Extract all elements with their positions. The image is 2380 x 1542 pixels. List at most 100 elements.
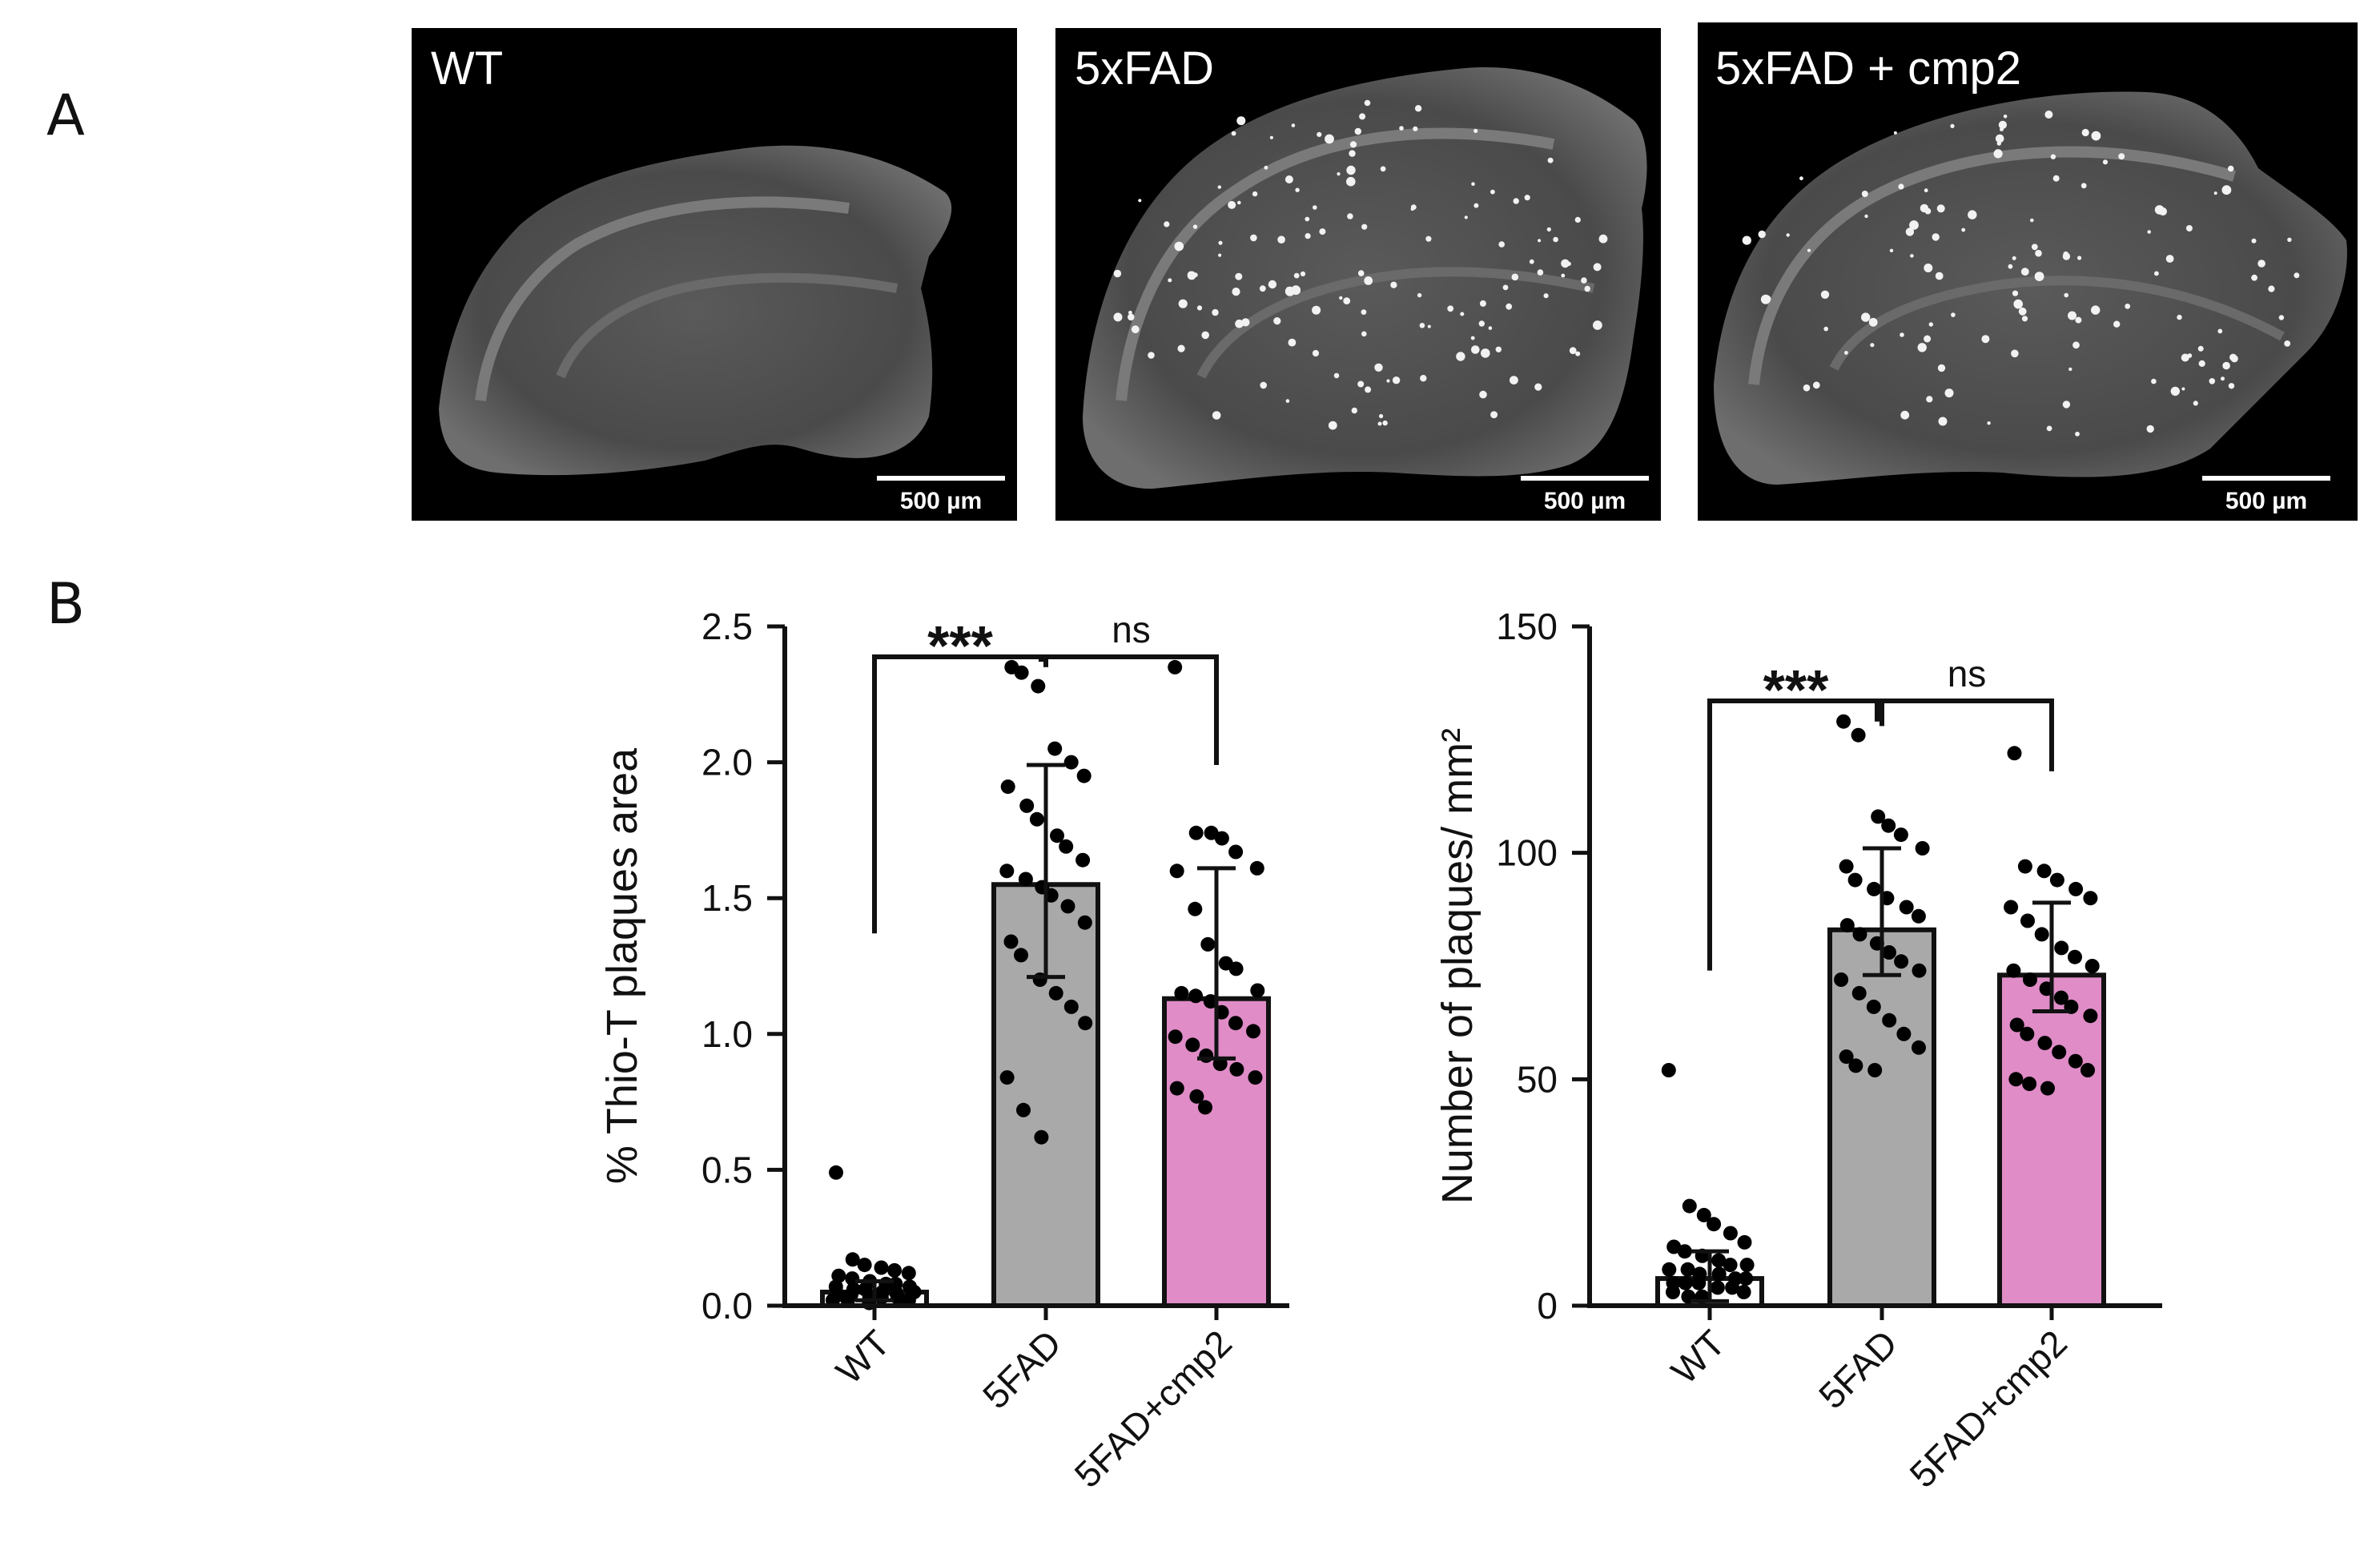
plaque-dot [1168,278,1172,283]
plaque-dot [1893,131,1897,135]
plaque-dot [1347,213,1353,219]
plaque-dot [1288,338,1297,347]
data-point [1075,852,1091,868]
plaque-dot [1305,233,1311,240]
plaque-dot [1273,317,1281,325]
scale-bar-label-wt: 500 µm [900,488,982,514]
plaque-dot [1498,241,1505,248]
plaque-dot [1889,248,1894,252]
plaque-dot [1138,199,1142,203]
data-point [1834,972,1849,987]
plaque-dot [1419,323,1425,328]
plaque-dot [1481,348,1490,358]
plaque-dot [2012,290,2019,296]
plaque-dot [1374,363,1383,372]
plaque-dot [1291,285,1301,296]
plaque-dot [1471,345,1480,354]
micrograph-wt: WT 500 µm [412,28,1017,521]
data-point [1199,1048,1214,1063]
cell-layer-wt [475,196,850,401]
data-point [1204,825,1219,840]
plaque-dot [2177,314,2182,320]
x-tick-label: 5FAD+cmp2 [1901,1322,2075,1496]
data-point [1076,768,1092,783]
y-tick-label: 50 [1517,1058,1558,1100]
plaque-dot [1529,259,1534,264]
data-point [1198,1100,1212,1115]
plaque-dot [1192,272,1198,278]
plaque-dot [1399,126,1404,131]
plaque-dot [1547,157,1554,163]
data-point [1189,1089,1204,1104]
plaque-dot [1231,131,1236,136]
data-point [1168,1029,1183,1045]
data-point [1882,945,1896,960]
plaque-dot [2185,225,2193,232]
y-tick-label: 0 [1537,1285,1558,1327]
plaque-dot [1495,346,1502,352]
y-tick-label: 0.0 [702,1285,753,1327]
plaque-dot [2181,353,2189,362]
plaque-dot [1357,380,1365,388]
data-point [1680,1262,1695,1277]
plaque-dot [1228,200,1236,209]
plaque-dot [1300,271,1306,276]
plaque-dot [1574,216,1581,223]
plaque-dot [2034,272,2044,281]
data-point [1839,918,1855,933]
plaque-dot [1164,221,1170,227]
plaque-dot [1473,128,1478,133]
plaque-dot [1575,351,1581,356]
plaque-dot [2035,249,2042,257]
plaque-dot [1460,312,1465,316]
plaque-dot [2154,271,2159,276]
plaque-dot [1511,273,1519,281]
plaque-dot [2287,237,2292,242]
x-tick-label: 5FAD [1811,1322,1905,1416]
data-point [1696,1207,1711,1222]
data-point [2068,1053,2083,1069]
micrograph-5xfad-label: 5xFAD [1075,42,1214,95]
plaque-dot [1864,214,1868,219]
data-point [874,1260,889,1275]
data-point [2040,1081,2055,1096]
plaque-dot [1987,421,1991,425]
plaque-dot [1758,230,1766,239]
chart-thio-t-area: 0.0 0.5 1.0 1.5 2.0 2.5 % Thio-T plaques area W… [598,606,1289,1496]
plaque-dot [1417,292,1422,298]
plaque-dot [1993,149,2003,159]
data-point [1894,954,1909,969]
plaque-dot [1799,176,1803,181]
plaque-dot [1377,421,1382,426]
data-point [1899,900,1914,915]
plaque-dot [1174,241,1184,252]
plaque-dot [2075,316,2082,324]
data-point [1168,659,1183,674]
plaque-dot [1506,303,1513,310]
plaque-dot [1237,200,1241,205]
data-point [2007,746,2022,761]
data-point [2068,881,2084,896]
ns-label: ns [1112,609,1151,650]
plaque-dot [2221,185,2232,195]
data-point [1839,859,1854,874]
data-point [1000,779,1015,795]
data-point [845,1252,860,1267]
data-point [1682,1198,1697,1214]
data-point [1228,961,1244,976]
data-point [2008,1072,2024,1087]
micrograph-5xfad-cmp2: 5xFAD + cmp2 500 µm [1698,22,2358,521]
plaque-dot [1968,210,1977,219]
plaque-dot [2091,305,2101,315]
data-point [2020,1026,2035,1041]
plaque-dot [2222,361,2230,370]
plaque-dot [1924,264,1933,272]
data-point [1188,901,1203,916]
data-point [1248,1070,1263,1085]
plaque-dot [1235,319,1244,328]
data-point [1169,864,1184,879]
hippocampus-wt-tissue [439,145,952,476]
data-point [1246,1024,1260,1039]
y-axis-title: % Thio-T plaques area [598,747,646,1184]
plaque-dot [2008,264,2013,269]
